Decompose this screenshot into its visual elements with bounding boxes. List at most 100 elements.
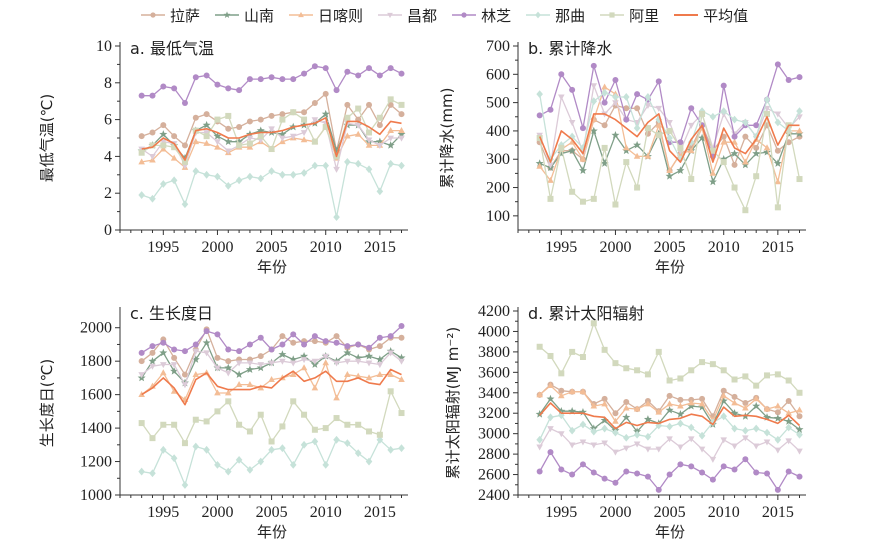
- data-point: [547, 449, 554, 456]
- data-point: [612, 410, 619, 417]
- data-point: [763, 413, 772, 421]
- data-point: [666, 422, 673, 431]
- data-point: [366, 344, 373, 351]
- data-point: [236, 87, 243, 94]
- data-point: [677, 419, 684, 428]
- data-point: [546, 394, 555, 403]
- data-point: [731, 161, 738, 168]
- data-point: [235, 381, 243, 387]
- data-point: [774, 61, 781, 68]
- data-point: [268, 126, 275, 133]
- data-point: [774, 486, 781, 493]
- data-point: [753, 122, 760, 129]
- data-point: [192, 114, 199, 121]
- y-tick-label: 4200: [478, 303, 510, 320]
- data-point: [655, 408, 663, 415]
- data-point: [666, 134, 673, 142]
- data-point: [246, 466, 254, 474]
- data-point: [720, 107, 728, 116]
- panel-1: 100 200 300 400 500 600 700 1995 2000 2005 2010 201…: [438, 38, 806, 276]
- y-tick-label: 2000: [80, 320, 112, 337]
- data-point: [590, 442, 598, 449]
- data-point: [699, 110, 706, 117]
- data-point: [149, 194, 156, 203]
- data-point: [300, 440, 308, 449]
- data-point: [376, 435, 384, 444]
- data-point: [225, 85, 232, 92]
- data-point: [655, 78, 662, 85]
- data-point: [785, 468, 792, 475]
- data-point: [677, 396, 684, 403]
- data-point: [568, 146, 577, 155]
- data-point: [160, 142, 167, 149]
- data-point: [590, 195, 597, 202]
- data-point: [676, 166, 685, 174]
- data-point: [688, 367, 695, 374]
- data-point: [268, 146, 275, 153]
- data-point: [590, 427, 598, 436]
- data-point: [279, 358, 286, 365]
- data-point: [720, 138, 728, 145]
- data-point: [246, 428, 253, 435]
- data-point: [322, 90, 329, 97]
- data-point: [557, 406, 566, 415]
- data-point: [547, 413, 554, 422]
- data-point: [311, 138, 318, 145]
- data-point: [398, 161, 405, 170]
- data-point: [785, 76, 792, 83]
- data-point: [149, 92, 156, 99]
- y-tick-label: 3800: [478, 344, 510, 361]
- data-point: [224, 370, 232, 377]
- data-point: [666, 392, 673, 399]
- data-point: [235, 360, 243, 367]
- data-point: [590, 97, 598, 106]
- data-point: [279, 76, 286, 83]
- data-point: [535, 410, 544, 418]
- data-point: [387, 127, 394, 134]
- data-point: [192, 138, 200, 145]
- data-point: [311, 100, 318, 107]
- data-point: [386, 141, 395, 149]
- data-point: [311, 117, 319, 124]
- data-point: [612, 93, 619, 101]
- data-point: [547, 352, 554, 359]
- data-point: [181, 382, 189, 389]
- data-point: [235, 176, 243, 185]
- data-point: [633, 405, 641, 412]
- data-point: [720, 463, 727, 470]
- data-point: [290, 76, 297, 83]
- data-point: [763, 405, 771, 412]
- data-point: [203, 133, 210, 140]
- y-tick-label: 1000: [80, 487, 112, 504]
- data-point: [634, 91, 641, 98]
- legend-symbol: [674, 14, 699, 16]
- data-point: [612, 201, 619, 208]
- data-point: [257, 457, 265, 466]
- data-point: [333, 339, 340, 346]
- data-point: [332, 146, 341, 155]
- data-point: [344, 358, 351, 365]
- data-point: [214, 408, 221, 415]
- data-point: [785, 423, 792, 432]
- data-point: [601, 475, 608, 482]
- data-point: [149, 129, 156, 136]
- x-axis-title: 年份: [257, 523, 287, 541]
- data-point: [398, 101, 405, 108]
- data-point: [773, 414, 782, 422]
- legend-item: 昌都: [377, 5, 437, 26]
- data-point: [666, 471, 673, 478]
- data-point: [622, 146, 631, 155]
- series-阿里: [138, 388, 405, 447]
- data-point: [387, 101, 394, 108]
- data-point: [170, 387, 178, 394]
- data-point: [225, 112, 232, 119]
- data-point: [774, 204, 781, 211]
- data-point: [742, 118, 749, 127]
- data-point: [149, 469, 156, 478]
- data-point: [655, 121, 663, 128]
- data-point: [644, 93, 652, 101]
- data-point: [268, 438, 275, 445]
- data-point: [171, 421, 178, 428]
- data-point: [225, 346, 232, 353]
- legend-symbol: [452, 12, 477, 18]
